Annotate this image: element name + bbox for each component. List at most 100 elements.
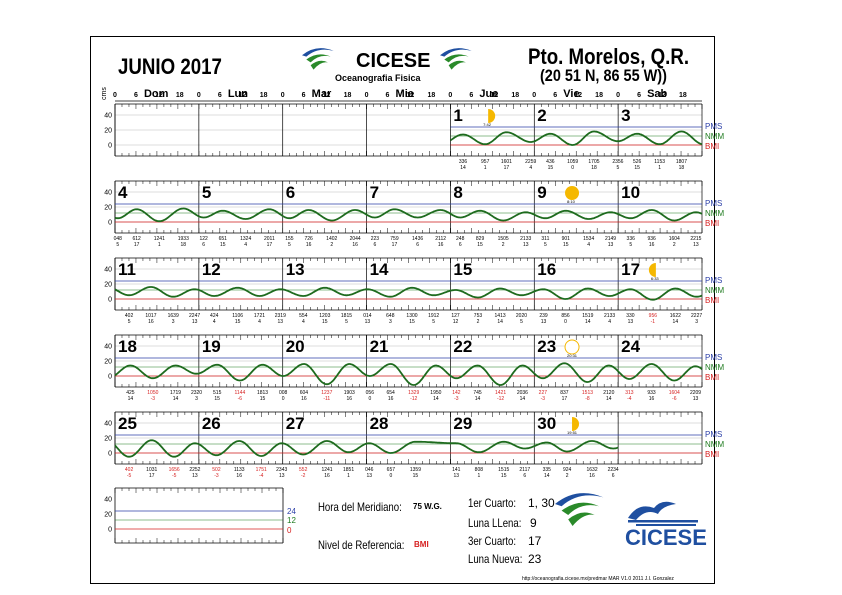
day-number: 28 bbox=[370, 414, 389, 433]
extreme-height-label: 15 bbox=[548, 165, 554, 171]
extreme-height-label: 18 bbox=[591, 165, 597, 171]
extreme-height-label: 13 bbox=[541, 319, 547, 325]
extreme-time-label: 1413 bbox=[495, 313, 506, 319]
extreme-time-label: 1329 bbox=[408, 390, 419, 396]
extreme-height-label: 14 bbox=[606, 396, 612, 402]
extreme-height-label: 6 bbox=[374, 242, 377, 248]
extreme-time-label: 1237 bbox=[321, 390, 332, 396]
extreme-time-label: 2356 bbox=[612, 159, 623, 165]
extreme-height-label: 5 bbox=[520, 319, 523, 325]
y-tick-label: 40 bbox=[104, 344, 112, 351]
extreme-time-label: 648 bbox=[386, 313, 395, 319]
day-number: 7 bbox=[370, 183, 379, 202]
extreme-height-label: -6 bbox=[238, 396, 243, 402]
extreme-height-label: 13 bbox=[192, 319, 198, 325]
extreme-height-label: 14 bbox=[497, 319, 503, 325]
y-tick-label: 20 bbox=[104, 436, 112, 443]
reference-label: Nivel de Referencia: bbox=[318, 538, 405, 552]
y-tick-label: 40 bbox=[104, 190, 112, 197]
extreme-height-label: 14 bbox=[128, 396, 134, 402]
extreme-height-label: 17 bbox=[134, 242, 140, 248]
extreme-height-label: 13 bbox=[192, 473, 198, 479]
extreme-time-label: 2133 bbox=[520, 236, 531, 242]
extreme-time-label: 2319 bbox=[275, 313, 286, 319]
hour-tick-label: 18 bbox=[595, 92, 603, 99]
extreme-height-label: 4 bbox=[258, 319, 261, 325]
extreme-time-label: 2120 bbox=[603, 390, 614, 396]
extreme-time-label: 1402 bbox=[326, 236, 337, 242]
logo-wordmark: CICESE bbox=[625, 525, 707, 550]
extreme-time-label: 142 bbox=[452, 390, 461, 396]
y-tick-label: 40 bbox=[104, 113, 112, 120]
hour-tick-label: 6 bbox=[134, 92, 138, 99]
moon-time-label: 7:42 bbox=[483, 122, 492, 127]
y-tick-label: 20 bbox=[104, 512, 112, 519]
extreme-height-label: 4 bbox=[244, 242, 247, 248]
org-name: CICESE bbox=[356, 50, 431, 72]
hour-tick-label: 18 bbox=[176, 92, 184, 99]
extreme-time-label: 2343 bbox=[276, 467, 287, 473]
extreme-time-label: 2209 bbox=[690, 390, 701, 396]
day-number: 11 bbox=[118, 260, 136, 279]
extreme-time-label: 1436 bbox=[412, 236, 423, 242]
tide-curve bbox=[114, 362, 703, 386]
weekday-label: Dom bbox=[144, 88, 169, 100]
bmi-label: BMI bbox=[705, 450, 719, 459]
day-number: 22 bbox=[453, 337, 472, 356]
last-quarter-moon-icon bbox=[648, 263, 656, 277]
extreme-height-label: 6 bbox=[416, 242, 419, 248]
legend-bmi-value: 0 bbox=[287, 526, 292, 535]
extreme-height-label: 2 bbox=[566, 473, 569, 479]
extreme-height-label: 13 bbox=[279, 473, 285, 479]
day-number: 21 bbox=[370, 337, 389, 356]
extreme-time-label: 502 bbox=[212, 467, 221, 473]
extreme-height-label: 13 bbox=[523, 242, 529, 248]
hour-tick-label: 12 bbox=[323, 92, 331, 99]
extreme-time-label: 1903 bbox=[344, 390, 355, 396]
extreme-time-label: 1656 bbox=[169, 467, 180, 473]
extreme-time-label: 1851 bbox=[343, 467, 354, 473]
hour-tick-label: 6 bbox=[218, 92, 222, 99]
extreme-time-label: 612 bbox=[132, 236, 141, 242]
extreme-time-label: 657 bbox=[387, 467, 396, 473]
extreme-time-label: 1604 bbox=[669, 236, 680, 242]
extreme-time-label: 726 bbox=[305, 236, 314, 242]
extreme-height-label: -12 bbox=[410, 396, 417, 402]
extreme-time-label: 654 bbox=[387, 390, 396, 396]
extreme-time-label: 336 bbox=[459, 159, 468, 165]
extreme-height-label: 6 bbox=[202, 242, 205, 248]
station-name: Pto. Morelos, Q.R. bbox=[528, 44, 690, 69]
extreme-time-label: 651 bbox=[219, 236, 228, 242]
extreme-height-label: 15 bbox=[214, 396, 220, 402]
extreme-time-label: 2247 bbox=[189, 313, 200, 319]
extreme-time-label: 014 bbox=[363, 313, 372, 319]
cicese-logo-left-icon bbox=[302, 48, 334, 70]
logo-swoosh-blue bbox=[440, 48, 472, 57]
extreme-time-label: 1719 bbox=[170, 390, 181, 396]
extreme-time-label: 155 bbox=[285, 236, 294, 242]
extreme-time-label: 2117 bbox=[519, 467, 530, 473]
bmi-label: BMI bbox=[705, 142, 719, 151]
extreme-height-label: 15 bbox=[634, 165, 640, 171]
org-subtitle: Oceanografia Fisica bbox=[335, 73, 421, 83]
day-number: 4 bbox=[118, 183, 128, 202]
extreme-time-label: 933 bbox=[647, 390, 656, 396]
extreme-time-label: 046 bbox=[365, 467, 374, 473]
extreme-height-label: 3 bbox=[195, 396, 198, 402]
logo-swoosh-green bbox=[568, 512, 595, 526]
extreme-time-label: 239 bbox=[539, 313, 548, 319]
y-tick-label: 0 bbox=[108, 297, 112, 304]
day-number: 29 bbox=[453, 414, 472, 433]
extreme-height-label: 17 bbox=[504, 165, 510, 171]
reference-value: BMI bbox=[414, 540, 429, 549]
extreme-height-label: 15 bbox=[501, 473, 507, 479]
extreme-height-label: 16 bbox=[352, 242, 358, 248]
meridian-value: 75 W.G. bbox=[413, 502, 442, 511]
extreme-time-label: 554 bbox=[299, 313, 308, 319]
extreme-height-label: 17 bbox=[267, 242, 273, 248]
extreme-time-label: 1031 bbox=[146, 467, 157, 473]
month-title: JUNIO 2017 bbox=[118, 54, 222, 79]
extreme-time-label: 1515 bbox=[498, 467, 509, 473]
extreme-time-label: 856 bbox=[561, 313, 570, 319]
extreme-height-label: 15 bbox=[220, 242, 226, 248]
